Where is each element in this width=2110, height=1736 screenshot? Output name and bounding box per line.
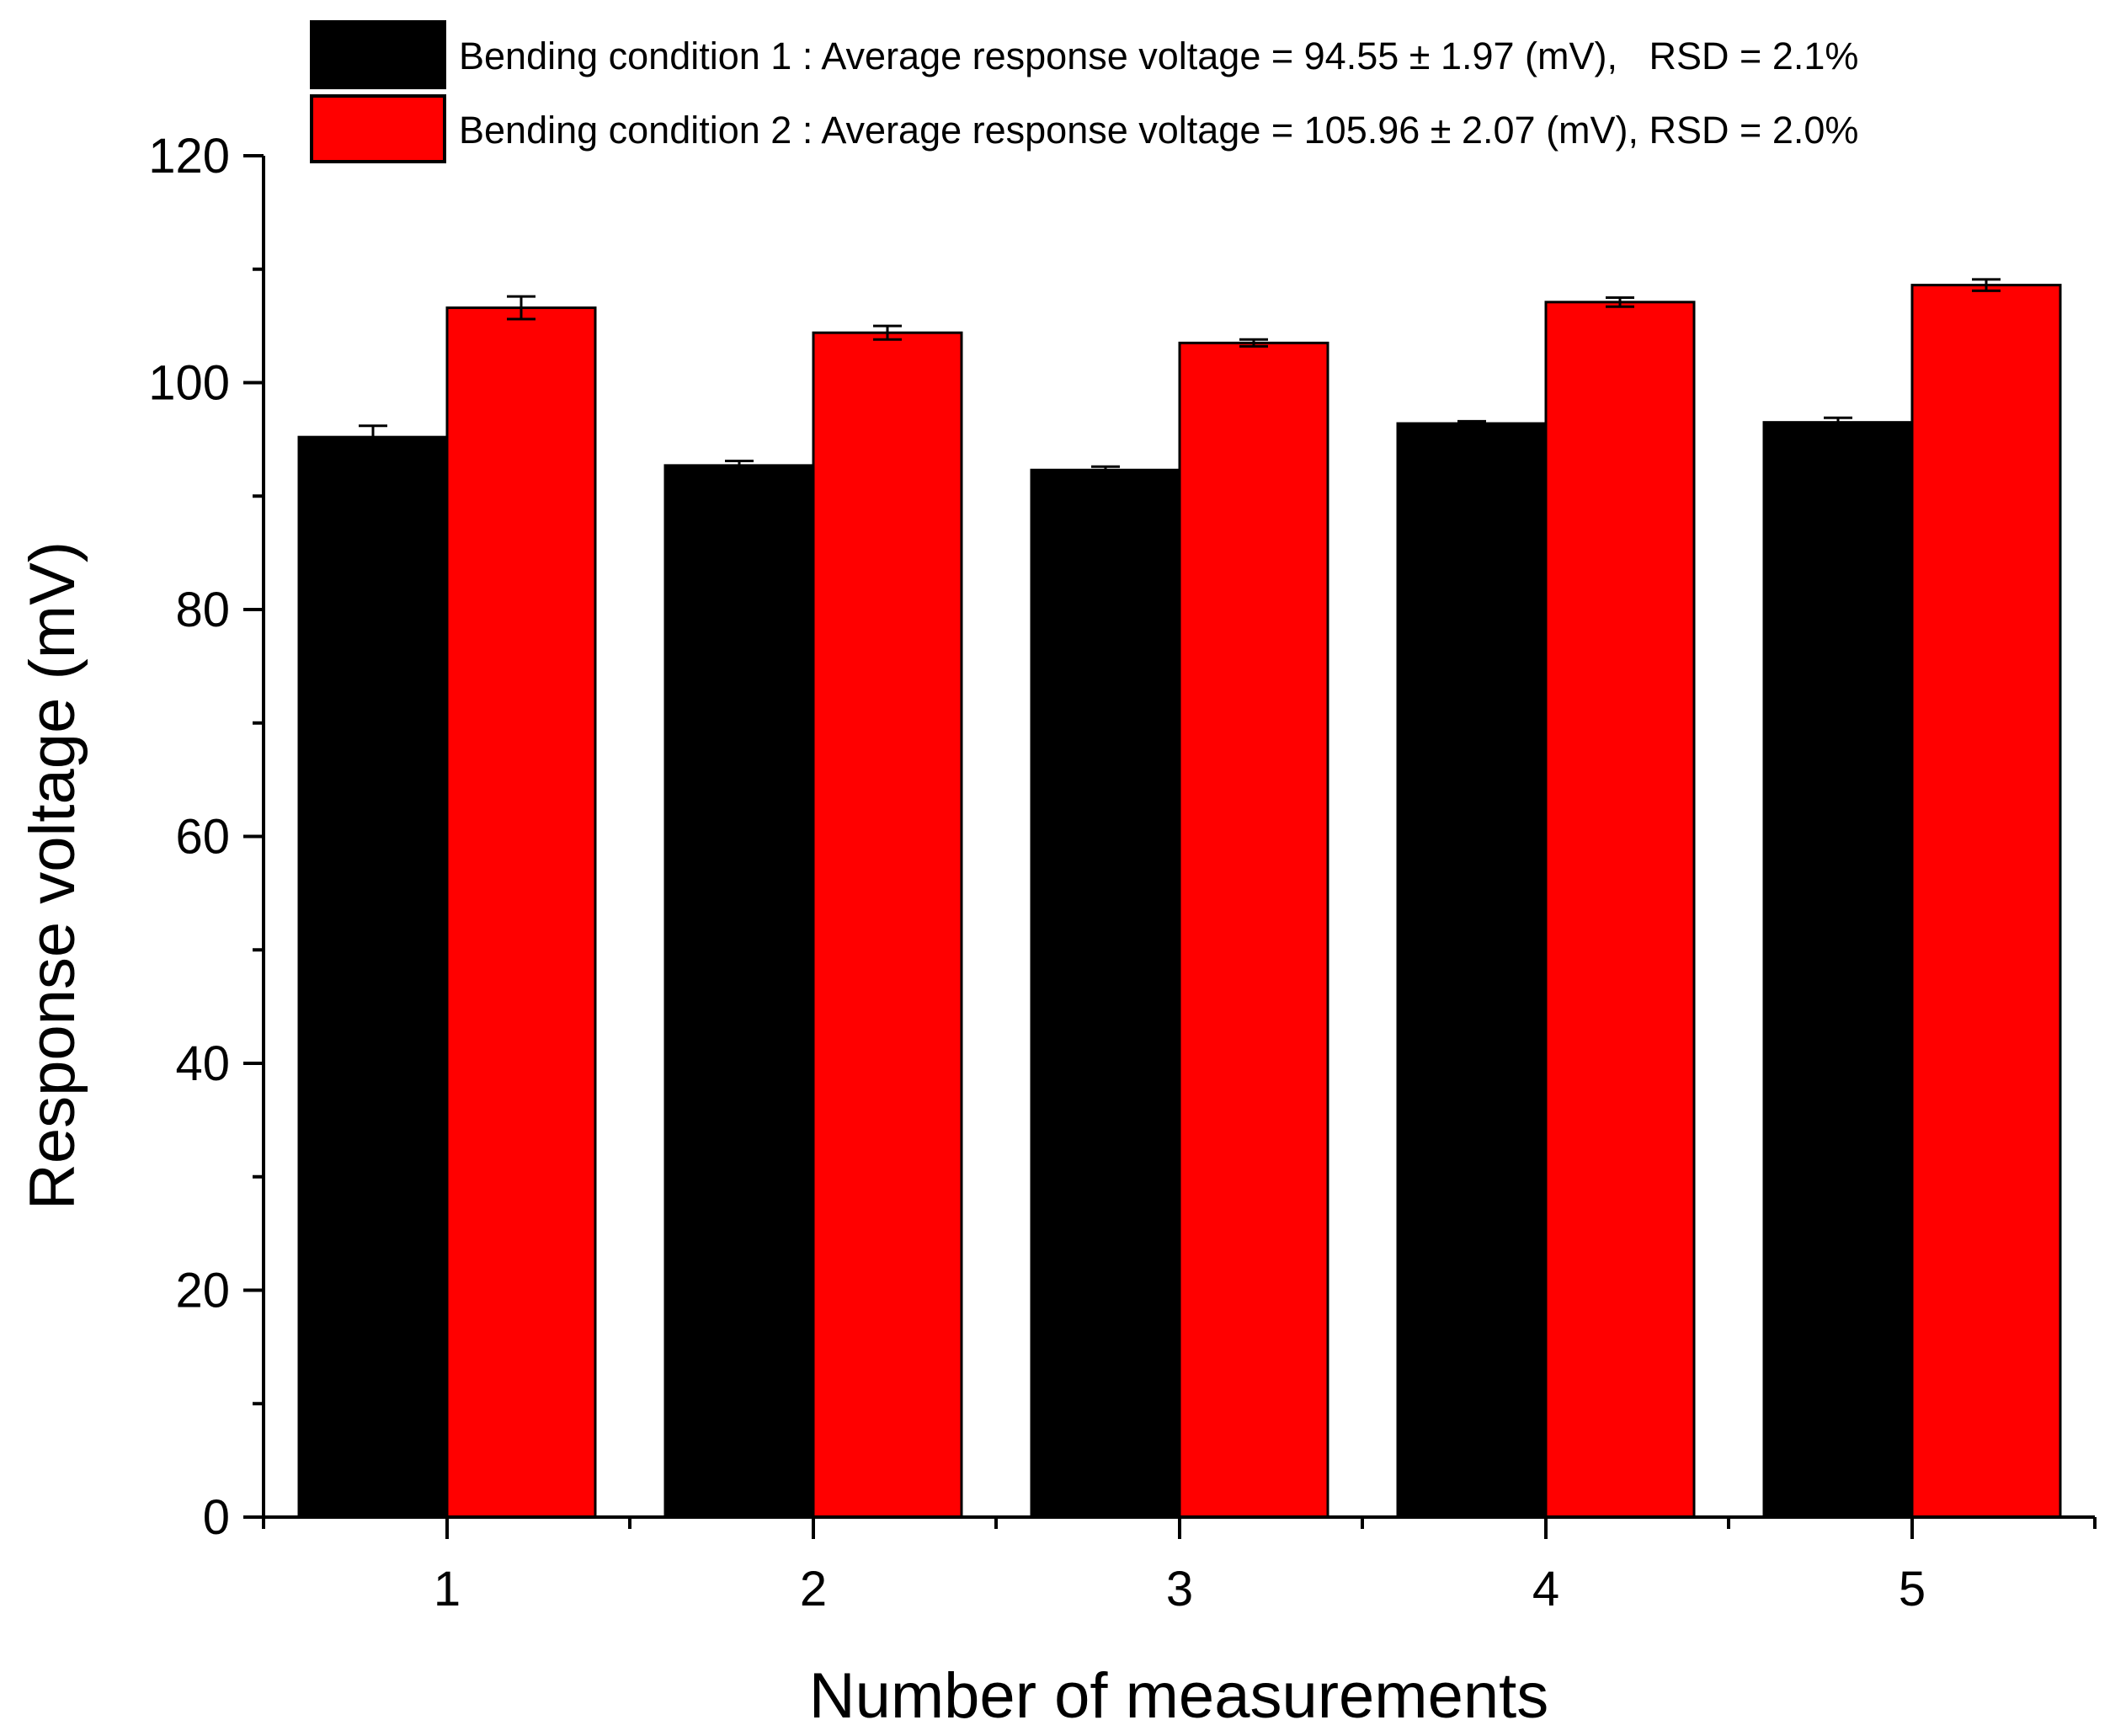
x-tick-label: 3 [1166,1562,1193,1616]
x-tick-label: 4 [1532,1562,1559,1616]
bar-series1-cat5 [1762,421,1914,1519]
bar-series1-cat3 [1030,468,1181,1519]
legend: Bending condition 1 : Average response v… [310,20,1858,163]
x-tick-label: 2 [800,1562,827,1616]
y-axis: 0 20 40 60 80 100 120 [148,129,265,1545]
y-tick-label: 40 [175,1036,230,1091]
bar-series2-cat1 [445,306,597,1519]
y-tick-label: 0 [203,1490,230,1545]
x-tick-label: 1 [434,1562,461,1616]
y-tick-label: 60 [175,810,230,865]
y-tick-label: 20 [175,1264,230,1318]
y-tick-label: 120 [148,129,230,184]
y-tick-label: 100 [148,356,230,411]
legend-swatch-series1 [310,20,446,89]
legend-label-series1: Bending condition 1 : Average response v… [459,35,1858,77]
bar-series2-cat5 [1910,284,2062,1519]
bar-series2-cat2 [812,331,963,1519]
bar-series2-cat3 [1178,341,1329,1519]
bar-series2-cat4 [1544,301,1696,1519]
bar-series1-cat1 [297,435,449,1519]
bar-series1-cat2 [663,464,815,1519]
bars [297,278,2062,1519]
y-tick-label: 80 [175,583,230,637]
y-axis-title: Response voltage (mV) [17,541,88,1210]
x-axis-title: Number of measurements [809,1660,1549,1732]
bar-series1-cat4 [1396,422,1548,1519]
x-tick-label: 5 [1899,1562,1926,1616]
legend-swatch-series2 [310,94,446,163]
legend-label-series2: Bending condition 2 : Average response v… [459,109,1858,152]
x-axis: 1 2 3 4 5 [262,1515,2097,1616]
